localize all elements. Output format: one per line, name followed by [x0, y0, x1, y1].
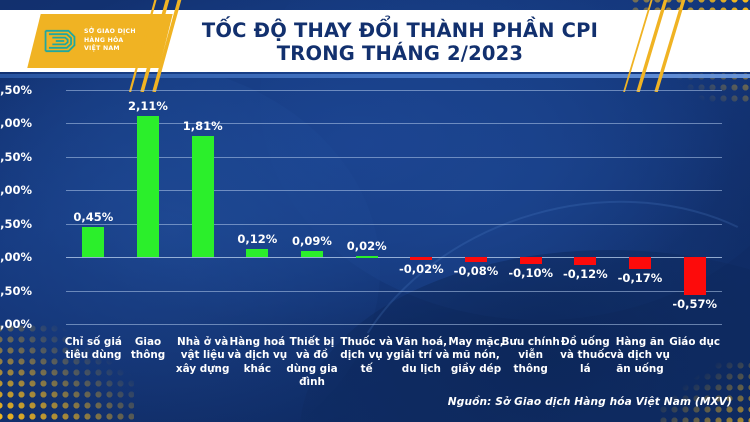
y-axis-tick-label: 1,00%: [0, 183, 32, 198]
cpi-bar-chart: 2,50% 2,00% 1,50% 1,00% 0,50% 0,00% -0,50% -1,0…: [0, 78, 750, 398]
y-axis-tick-label: 0,50%: [0, 216, 32, 231]
bar-value-label: -0,10%: [508, 265, 553, 280]
maze-logo-icon: [44, 29, 76, 53]
chart-bar[interactable]: [301, 251, 323, 258]
y-axis-tick-label: -0,50%: [0, 283, 32, 298]
gridline: [66, 123, 722, 125]
gridline: [66, 90, 722, 91]
bar-value-label: -0,02%: [398, 261, 444, 276]
x-axis-category-label: Chỉ số giá tiêu dùng: [64, 336, 122, 362]
x-axis-category-label: Đồ uống và thuốc lá: [560, 336, 611, 375]
bar-value-label: 0,09%: [292, 234, 332, 249]
bar-value-label: 0,02%: [346, 238, 387, 253]
x-axis-category-label: Bưu chính viễn thông: [501, 336, 560, 375]
brand-logo-line-2: HÀNG HÓA: [84, 36, 124, 44]
page-title-line-1: TỐC ĐỘ THAY ĐỔI THÀNH PHẦN CPI: [201, 19, 599, 42]
chart-bar[interactable]: [683, 257, 706, 296]
page-title-line-2: TRONG THÁNG 2/2023: [276, 42, 524, 65]
gridline: [66, 156, 722, 158]
x-axis-category-label: Thiết bị và đồ dùng gia đình: [286, 336, 338, 388]
y-axis-tick-label: 0,00%: [0, 250, 32, 265]
chart-bar[interactable]: [246, 249, 269, 258]
bar-value-label: 2,11%: [128, 99, 168, 114]
x-axis-category-label: Hàng hoá và dịch vụ khác: [227, 336, 288, 375]
gridline: [66, 257, 722, 259]
x-axis-category-label: Giao thông: [130, 336, 166, 362]
chart-bar[interactable]: [82, 227, 105, 258]
bar-value-label: -0,12%: [562, 267, 608, 282]
bar-value-label: 1,81%: [182, 119, 223, 134]
bar-value-label: 0,12%: [237, 232, 278, 247]
chart-bar[interactable]: [465, 257, 487, 263]
brand-logo-line-1: SỞ GIAO DỊCH: [84, 28, 136, 36]
chart-bar[interactable]: [519, 257, 542, 264]
x-axis-category-label: Hàng ăn và dịch vụ ăn uống: [610, 336, 670, 375]
chart-bar[interactable]: [410, 257, 433, 260]
brand-logo: SỞ GIAO DỊCH HÀNG HÓA VIỆT NAM: [27, 14, 173, 68]
y-axis-tick-label: -1,00%: [0, 317, 32, 331]
gridline: [66, 190, 722, 192]
page-title: TỐC ĐỘ THAY ĐỔI THÀNH PHẦN CPI TRONG THÁ…: [180, 14, 620, 70]
chart-bar[interactable]: [574, 257, 597, 266]
x-axis-category-label: Văn hoá, giải trí và du lịch: [393, 336, 450, 375]
x-axis-category-label: May mặc, mũ nón, giầy dép: [448, 336, 504, 375]
chart-bar[interactable]: [191, 136, 214, 258]
y-axis-tick-label: 2,00%: [0, 116, 32, 131]
x-axis-category-label: Thuốc và dịch vụ y tế: [340, 336, 394, 375]
bar-value-label: -0,17%: [617, 270, 663, 285]
brand-logo-line-3: VIỆT NAM: [84, 45, 120, 53]
gridline: [66, 223, 722, 225]
chart-bar[interactable]: [137, 116, 159, 258]
bar-value-label: -0,08%: [453, 264, 499, 279]
y-axis-tick-label: 2,50%: [0, 83, 32, 97]
gridline: [66, 290, 722, 292]
brand-logo-text: SỞ GIAO DỊCH HÀNG HÓA VIỆT NAM: [84, 28, 136, 54]
x-axis-category-label: Giáo dục: [669, 336, 721, 348]
gridline: [66, 324, 722, 325]
bar-value-label: 0,45%: [73, 210, 114, 225]
y-axis-tick-label: 1,50%: [0, 149, 32, 164]
chart-bar[interactable]: [355, 255, 378, 259]
x-axis-category-label: Nhà ở và vật liệu xây dựng: [175, 336, 230, 375]
source-note: Nguồn: Sở Giao dịch Hàng hóa Việt Nam (M…: [447, 396, 732, 408]
chart-plot-area: 2,50% 2,00% 1,50% 1,00% 0,50% 0,00% -0,50% -1,0…: [0, 83, 722, 388]
bar-value-label: -0,57%: [672, 297, 717, 312]
chart-bar[interactable]: [629, 257, 651, 269]
